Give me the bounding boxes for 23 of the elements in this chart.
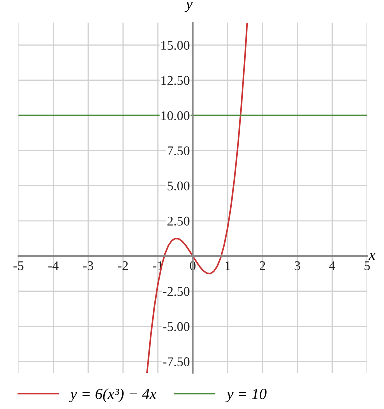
x-tick-label: 2 xyxy=(260,262,266,270)
y-tick-label: -7.50 xyxy=(163,358,190,367)
y-tick-label: 2.50 xyxy=(168,216,190,226)
y-tick-label: 7.50 xyxy=(168,146,190,156)
y-tick-label: 12.50 xyxy=(162,76,190,86)
x-axis-title: x xyxy=(368,253,376,260)
y-tick-label: -5.00 xyxy=(163,322,190,332)
x-tick-label: -2 xyxy=(118,262,128,270)
x-tick-label: 3 xyxy=(294,262,300,270)
x-tick-label: 5 xyxy=(364,262,370,270)
y-tick-label: 10.00 xyxy=(162,111,190,120)
x-tick-label: 1 xyxy=(226,262,230,270)
y-tick-label: 15.00 xyxy=(162,41,190,50)
x-tick-label: 4 xyxy=(329,262,336,270)
x-tick-label: -5 xyxy=(14,262,24,270)
y-tick-label: -2.50 xyxy=(163,287,190,296)
y-axis-title: y xyxy=(184,2,193,12)
x-tick-label: -4 xyxy=(48,262,59,270)
x-tick-label: -3 xyxy=(83,262,94,270)
line-series xyxy=(146,22,248,374)
legend-label: y = 10 xyxy=(226,389,267,402)
legend-label: y = 6(x³) − 4x xyxy=(69,388,157,402)
y-tick-label: 5.00 xyxy=(168,182,190,191)
